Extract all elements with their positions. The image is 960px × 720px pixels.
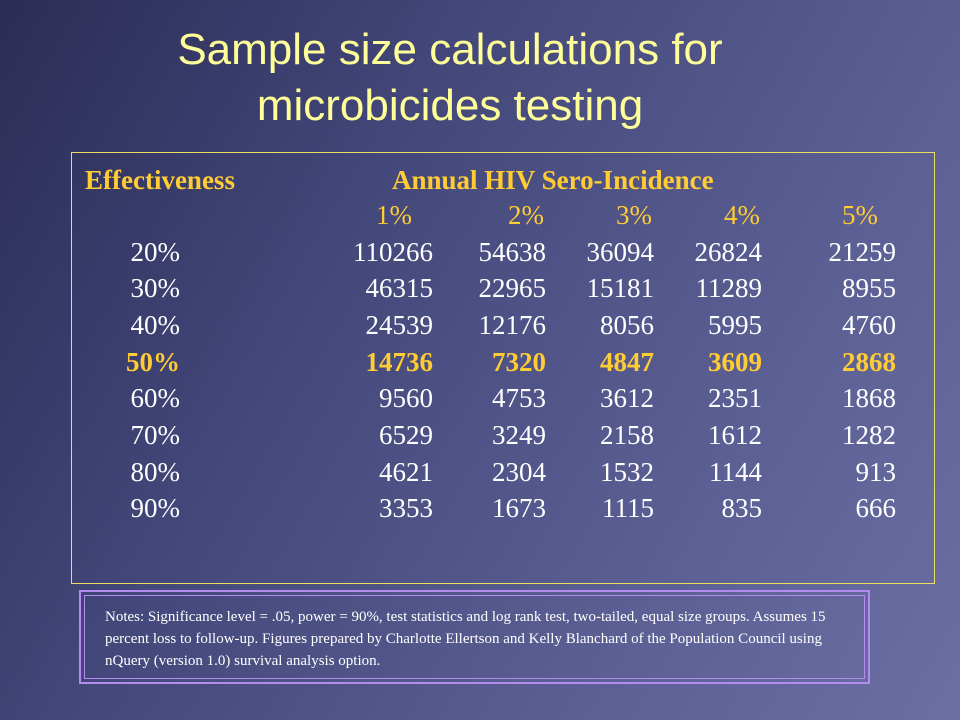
effectiveness-cell: 20% [130, 236, 181, 267]
table-cell: 21259 [828, 236, 897, 267]
table-cell: 1532 [600, 456, 654, 487]
table-cell: 1612 [708, 419, 762, 450]
table-cell: 3612 [600, 383, 654, 414]
table-cell: 15181 [586, 273, 655, 304]
table-cell: 2868 [842, 346, 896, 377]
table-cell [72, 197, 180, 234]
slide-title-line-1: Sample size calculations for [177, 25, 723, 74]
table-cell: 666 [855, 493, 897, 524]
effectiveness-cell: 50% [126, 346, 180, 377]
table-cell: 835 [721, 493, 763, 524]
table-cell: 36094 [586, 236, 655, 267]
effectiveness-cell: 80% [130, 456, 181, 487]
table-cell: 2158 [600, 419, 654, 450]
table-cell: 1673 [492, 493, 546, 524]
table-cell: 4760 [842, 309, 896, 340]
table-row: 40% 24539 12176 8056 5995 4760 [72, 307, 897, 344]
table-cell: 4847 [600, 346, 654, 377]
table-cell: 26824 [694, 236, 763, 267]
table-row: 60% 9560 4753 3612 2351 1868 [72, 380, 897, 417]
effectiveness-header: Effectiveness [85, 165, 235, 195]
table-cell: 12176 [478, 309, 547, 340]
table-row: 30% 46315 22965 15181 11289 8955 [72, 270, 897, 307]
effectiveness-cell: 40% [130, 309, 181, 340]
table-cell: 46315 [365, 273, 434, 304]
table-row: 20% 110266 54638 36094 26824 21259 [72, 234, 897, 271]
effectiveness-cell: 30% [130, 273, 181, 304]
table-cell: 11289 [695, 273, 763, 304]
table-row: 70% 6529 3249 2158 1612 1282 [72, 417, 897, 454]
incidence-header: Annual HIV Sero-Incidence [392, 165, 714, 195]
notes-text: Notes: Significance level = .05, power =… [105, 609, 826, 669]
table-cell: 5995 [708, 309, 762, 340]
table-cell: 3249 [492, 419, 546, 450]
table-cell: 8056 [600, 309, 654, 340]
effectiveness-cell: 60% [130, 383, 181, 414]
highlighted-table-row: 50% 14736 7320 4847 3609 2868 [72, 344, 896, 381]
slide-title-line-2: microbicides testing [256, 81, 644, 130]
table-cell: 3609 [708, 346, 762, 377]
incidence-level: 3% [616, 199, 652, 230]
effectiveness-cell: 70% [130, 419, 181, 450]
table-cell: 1115 [602, 493, 654, 524]
notes-box: Notes: Significance level = .05, power =… [79, 590, 870, 684]
table-cell: 2351 [708, 383, 762, 414]
incidence-level: 5% [842, 199, 878, 230]
table-cell: 913 [855, 456, 897, 487]
table-cell: 3353 [379, 493, 433, 524]
sample-size-table: 1% 2% 3% 4% 5% 20% 110266 54638 36094 26… [72, 197, 896, 527]
table-cell: 2304 [492, 456, 546, 487]
table-cell: 8955 [842, 273, 896, 304]
table-cell: 1144 [709, 456, 762, 487]
table-cell: 4621 [379, 456, 433, 487]
table-row: 90% 3353 1673 1115 835 666 [72, 491, 897, 528]
incidence-level: 4% [724, 199, 760, 230]
table-cell: 7320 [492, 346, 546, 377]
incidence-level: 1% [376, 199, 412, 230]
table-cell: 110266 [353, 236, 433, 267]
notes-inner-border [84, 595, 865, 679]
sample-size-table-box: Effectiveness Annual HIV Sero-Incidence … [71, 152, 935, 584]
table-cell: 54638 [478, 236, 547, 267]
table-cell: 9560 [379, 383, 433, 414]
table-cell: 1282 [842, 419, 896, 450]
incidence-level: 2% [508, 199, 544, 230]
incidence-levels-row: 1% 2% 3% 4% 5% [72, 197, 896, 234]
slide-title: Sample size calculations for microbicide… [0, 22, 900, 134]
table-cell: 4753 [492, 383, 546, 414]
table-row: 80% 4621 2304 1532 1144 913 [72, 454, 897, 491]
table-cell: 22965 [478, 273, 547, 304]
table-cell: 1868 [842, 383, 896, 414]
table-cell: 6529 [379, 419, 433, 450]
table-header: Effectiveness Annual HIV Sero-Incidence [72, 165, 934, 197]
effectiveness-cell: 90% [130, 493, 181, 524]
table-cell: 14736 [365, 346, 434, 377]
table-cell: 24539 [365, 309, 434, 340]
